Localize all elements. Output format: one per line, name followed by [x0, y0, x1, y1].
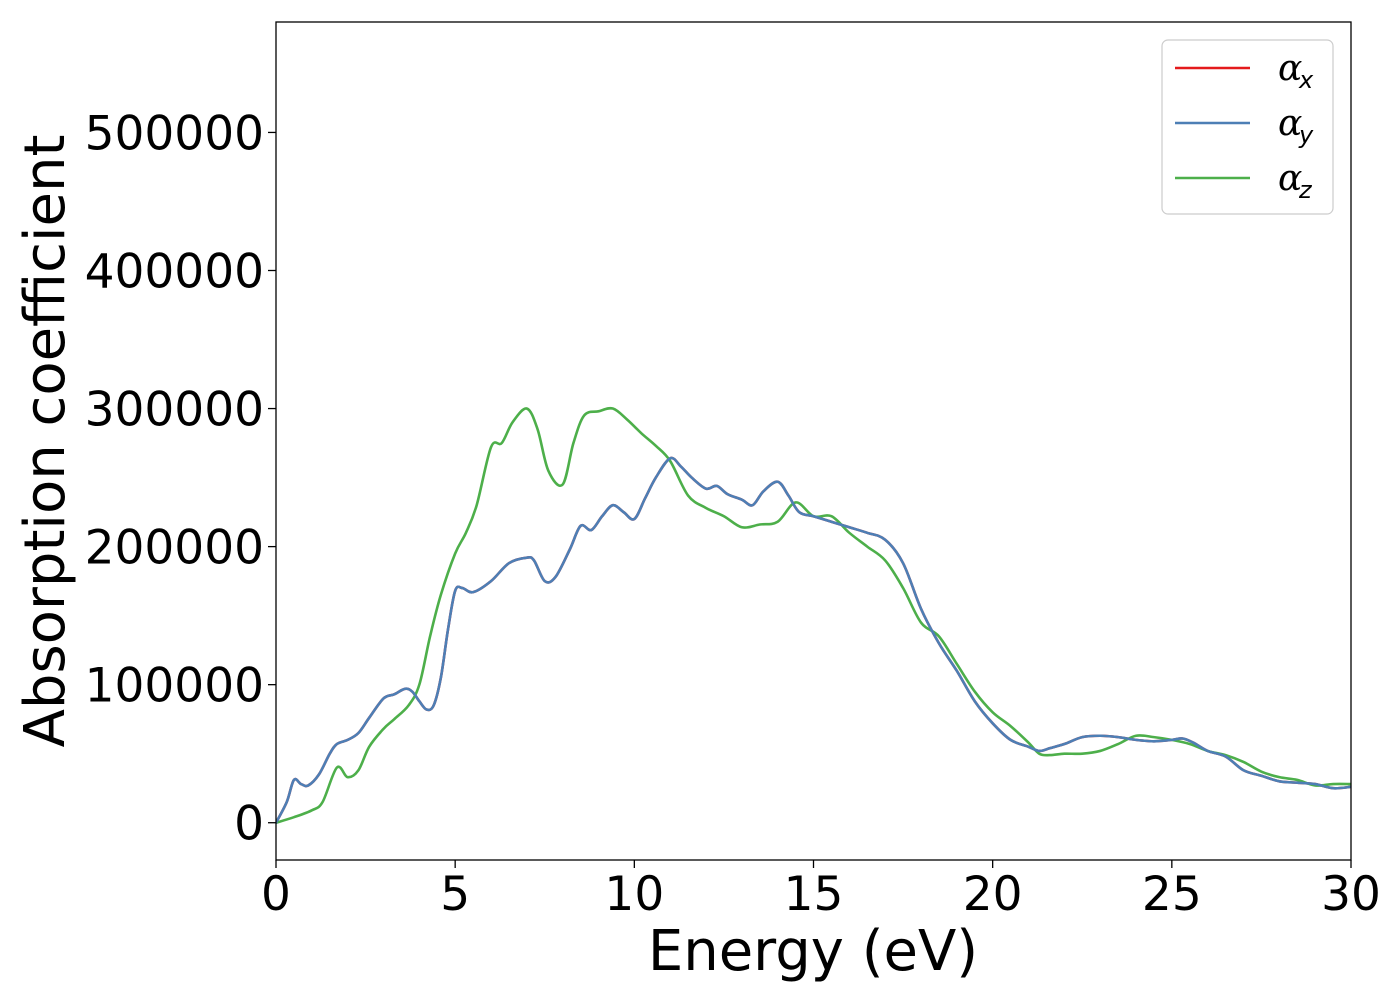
y-tick-label: 500000 — [85, 106, 264, 161]
x-tick-label: 10 — [604, 867, 664, 922]
y-axis: 0 100000 200000 300000 400000 500000 — [85, 106, 276, 852]
legend-box — [1161, 39, 1334, 215]
y-axis-title: Absorption coefficient — [13, 135, 78, 748]
y-tick-label: 300000 — [85, 383, 264, 438]
series-line-αx — [276, 456, 1351, 825]
series-line-αz — [276, 406, 1351, 825]
x-axis: 0 5 10 15 20 25 30 — [261, 860, 1381, 922]
y-tick-label: 100000 — [85, 659, 264, 714]
series-line-αy — [276, 456, 1351, 825]
x-tick-label: 25 — [1142, 867, 1202, 922]
legend-subscript: y — [1298, 121, 1314, 149]
x-tick-label: 30 — [1321, 867, 1381, 922]
x-tick-label: 20 — [963, 867, 1023, 922]
x-axis-title: Energy (eV) — [648, 919, 978, 984]
legend-subscript: x — [1298, 66, 1314, 94]
legend-label: α — [1278, 158, 1302, 199]
x-tick-label: 5 — [440, 867, 470, 922]
legend-subscript: z — [1298, 176, 1313, 204]
y-tick-label: 200000 — [85, 521, 264, 576]
y-tick-label: 400000 — [85, 245, 264, 300]
legend-label: α — [1278, 103, 1302, 144]
x-tick-label: 15 — [784, 867, 844, 922]
legend-label: α — [1278, 48, 1302, 89]
y-tick-label: 0 — [234, 797, 264, 852]
x-tick-label: 0 — [261, 867, 291, 922]
series-lines — [276, 406, 1351, 825]
